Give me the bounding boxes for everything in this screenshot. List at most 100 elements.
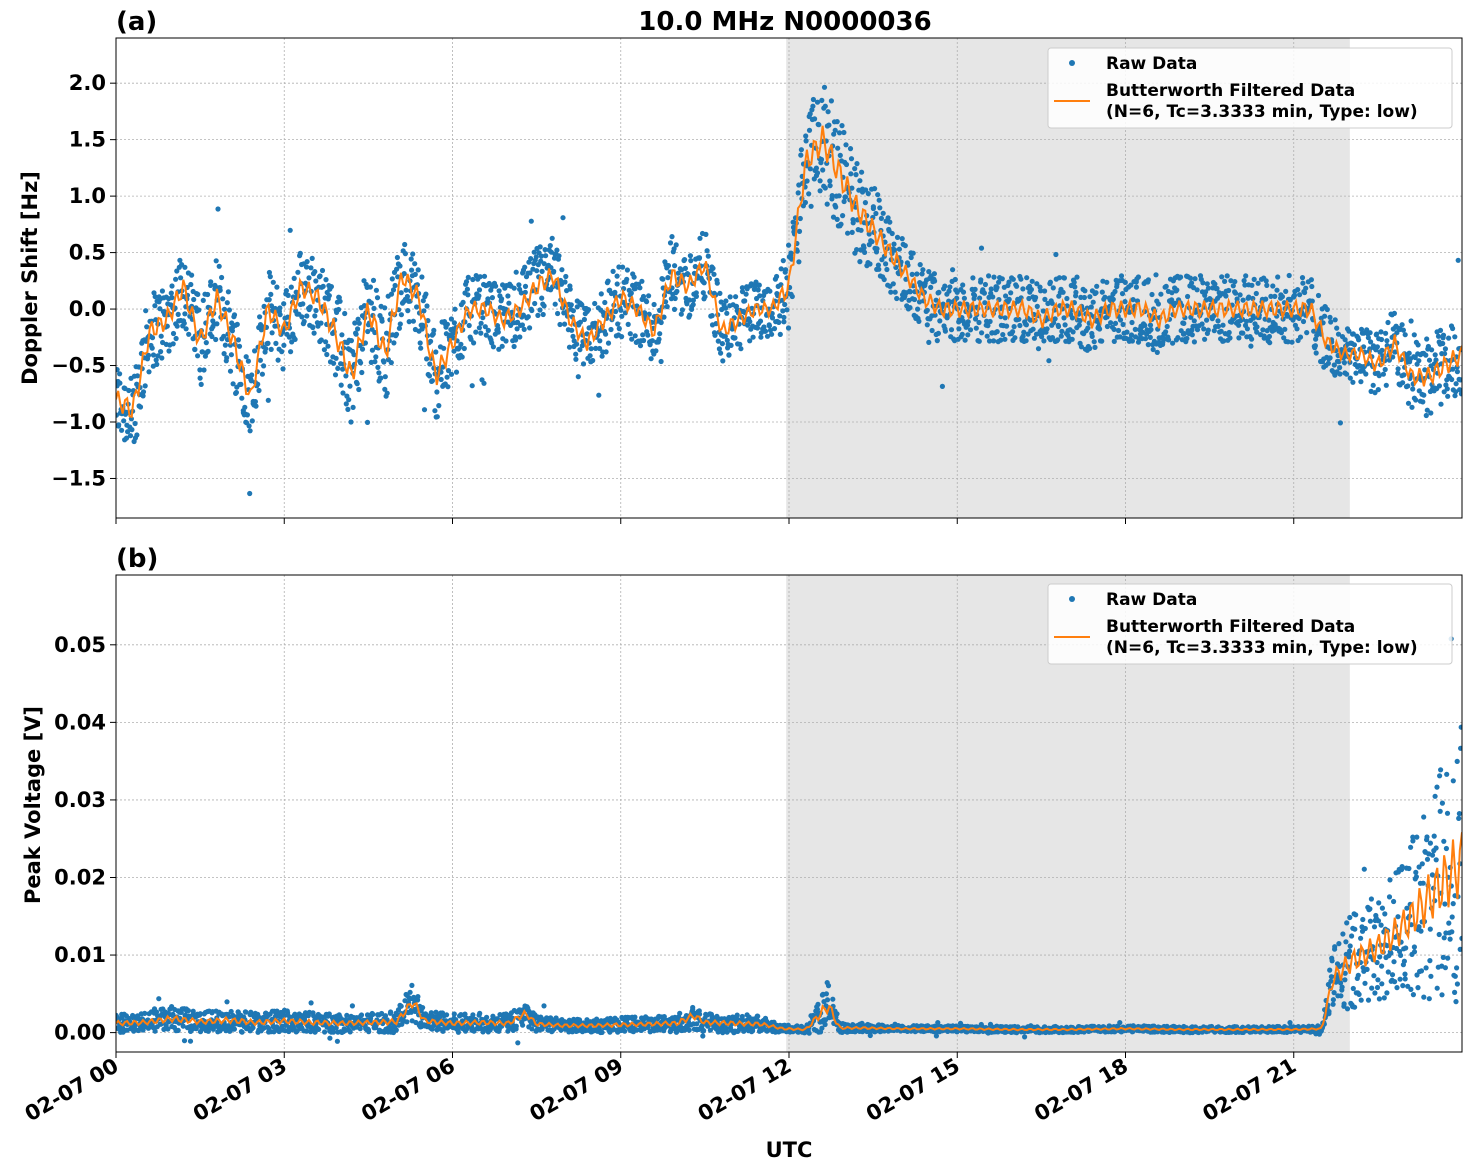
raw-data-point: [434, 389, 440, 395]
raw-data-point: [499, 343, 505, 349]
raw-data-point: [673, 242, 679, 248]
raw-data-point: [629, 336, 635, 342]
raw-data-point: [788, 250, 794, 256]
raw-data-point: [814, 99, 821, 105]
raw-data-point: [170, 341, 176, 347]
raw-data-point: [806, 1030, 812, 1036]
raw-data-point: [1424, 336, 1430, 342]
raw-data-point: [1281, 335, 1287, 341]
raw-data-point: [727, 294, 733, 300]
raw-data-point: [281, 342, 287, 348]
raw-data-point: [1189, 280, 1195, 286]
raw-data-point: [724, 1029, 730, 1035]
raw-data-point: [250, 1025, 256, 1031]
raw-data-point: [1004, 323, 1010, 329]
raw-data-point: [732, 335, 738, 341]
raw-data-point: [1026, 295, 1032, 302]
raw-data-point: [911, 296, 918, 303]
raw-data-point: [226, 307, 232, 313]
raw-data-point: [614, 281, 620, 287]
raw-data-point: [415, 267, 421, 273]
raw-data-point: [227, 368, 234, 374]
raw-data-point: [200, 297, 206, 303]
raw-data-point: [205, 1028, 211, 1034]
raw-data-point: [451, 1011, 457, 1017]
raw-data-point: [1242, 282, 1248, 288]
raw-data-point: [477, 274, 483, 280]
raw-data-point: [1145, 277, 1151, 283]
raw-data-point: [188, 281, 194, 288]
raw-data-point: [1251, 276, 1257, 282]
raw-data-point: [834, 216, 840, 222]
raw-data-point: [828, 98, 835, 104]
raw-data-point: [738, 346, 744, 352]
raw-data-point: [318, 320, 324, 326]
raw-data-point: [1170, 340, 1176, 346]
raw-data-point: [311, 330, 317, 336]
y-tick-label: 2.0: [69, 71, 106, 95]
raw-data-point: [1243, 273, 1249, 279]
raw-data-point: [522, 283, 529, 289]
raw-data-point: [327, 1035, 333, 1041]
raw-data-point: [382, 386, 388, 392]
raw-data-point: [1006, 296, 1012, 302]
raw-data-point: [755, 287, 761, 293]
raw-data-point: [1150, 346, 1156, 353]
raw-data-point: [616, 264, 622, 270]
raw-data-point: [658, 358, 664, 365]
raw-data-point: [674, 288, 680, 294]
raw-data-point: [295, 269, 301, 275]
raw-data-point: [813, 165, 820, 171]
raw-data-point: [1423, 352, 1429, 358]
raw-data-point: [312, 269, 318, 275]
raw-data-point: [697, 235, 703, 241]
raw-data-point: [1097, 326, 1103, 332]
raw-data-point: [836, 130, 843, 136]
raw-data-point: [497, 1012, 503, 1018]
raw-data-point: [878, 215, 885, 221]
raw-data-point: [1104, 323, 1110, 330]
raw-data-point: [857, 259, 863, 265]
raw-data-point: [521, 326, 527, 332]
raw-data-point: [1028, 286, 1034, 293]
raw-data-point: [310, 324, 316, 331]
raw-data-point: [764, 333, 771, 339]
raw-data-point: [312, 1029, 318, 1035]
raw-data-point: [427, 361, 433, 367]
raw-data-point: [1241, 278, 1247, 284]
raw-data-point: [1226, 287, 1232, 294]
raw-data-point: [734, 1012, 740, 1018]
raw-data-point: [301, 318, 307, 325]
raw-data-point: [1008, 290, 1014, 296]
raw-data-point: [168, 290, 174, 296]
raw-data-point: [933, 1033, 940, 1039]
raw-data-point: [723, 298, 729, 304]
raw-data-point: [144, 324, 150, 330]
raw-data-point: [213, 258, 219, 264]
raw-data-point: [236, 343, 243, 349]
raw-data-point: [1006, 279, 1012, 285]
raw-data-point: [1099, 338, 1105, 344]
raw-data-point: [1313, 336, 1319, 342]
raw-data-point: [678, 311, 684, 317]
raw-data-point: [340, 366, 346, 372]
raw-data-point: [511, 285, 517, 291]
raw-data-point: [575, 374, 581, 380]
y-tick-label: 0.5: [69, 241, 106, 265]
raw-data-point: [821, 84, 828, 90]
raw-data-point: [587, 353, 593, 359]
raw-data-point: [1392, 349, 1398, 355]
raw-data-point: [134, 373, 141, 379]
raw-data-point: [267, 274, 273, 280]
raw-data-point: [1002, 315, 1008, 321]
raw-data-point: [1327, 314, 1333, 320]
raw-data-point: [127, 433, 134, 439]
raw-data-point: [1409, 404, 1415, 410]
raw-data-point: [398, 1003, 404, 1009]
raw-data-point: [460, 299, 466, 305]
raw-data-point: [827, 183, 833, 189]
raw-data-point: [1344, 371, 1350, 377]
raw-data-point: [197, 367, 203, 373]
raw-data-point: [151, 290, 157, 296]
raw-data-point: [562, 279, 568, 285]
